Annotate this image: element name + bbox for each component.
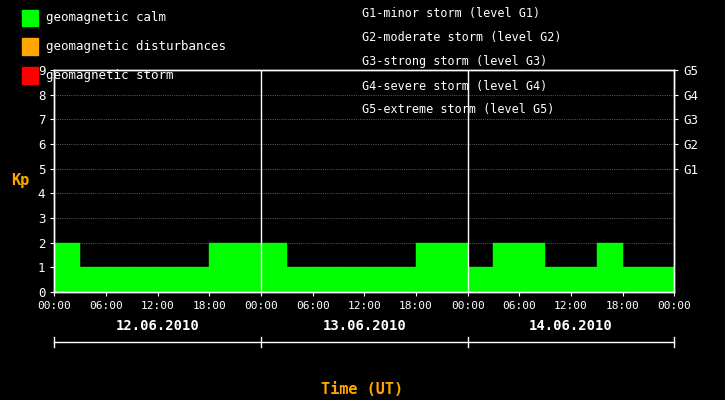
- Bar: [494, 243, 519, 292]
- Bar: [468, 267, 494, 292]
- Text: Kp: Kp: [11, 174, 30, 188]
- Text: G1-minor storm (level G1): G1-minor storm (level G1): [362, 8, 541, 20]
- Text: G3-strong storm (level G3): G3-strong storm (level G3): [362, 56, 548, 68]
- Text: G4-severe storm (level G4): G4-severe storm (level G4): [362, 80, 548, 92]
- Bar: [106, 267, 132, 292]
- Bar: [571, 267, 597, 292]
- Text: G5-extreme storm (level G5): G5-extreme storm (level G5): [362, 104, 555, 116]
- Bar: [623, 267, 648, 292]
- Text: geomagnetic calm: geomagnetic calm: [46, 12, 167, 24]
- Bar: [648, 267, 674, 292]
- Bar: [339, 267, 364, 292]
- Bar: [132, 267, 157, 292]
- Bar: [183, 267, 210, 292]
- Bar: [210, 243, 235, 292]
- Text: G2-moderate storm (level G2): G2-moderate storm (level G2): [362, 32, 562, 44]
- Text: 12.06.2010: 12.06.2010: [116, 319, 199, 333]
- Bar: [80, 267, 106, 292]
- Bar: [157, 267, 183, 292]
- Text: Time (UT): Time (UT): [321, 382, 404, 398]
- Bar: [261, 243, 287, 292]
- Text: geomagnetic storm: geomagnetic storm: [46, 69, 174, 82]
- Bar: [597, 243, 623, 292]
- Text: 14.06.2010: 14.06.2010: [529, 319, 613, 333]
- Bar: [442, 243, 468, 292]
- Bar: [235, 243, 261, 292]
- Bar: [287, 267, 312, 292]
- Bar: [390, 267, 416, 292]
- Bar: [364, 267, 390, 292]
- Bar: [519, 243, 545, 292]
- Bar: [545, 267, 571, 292]
- Bar: [54, 243, 80, 292]
- Text: geomagnetic disturbances: geomagnetic disturbances: [46, 40, 226, 53]
- Bar: [416, 243, 442, 292]
- Bar: [312, 267, 339, 292]
- Text: 13.06.2010: 13.06.2010: [323, 319, 406, 333]
